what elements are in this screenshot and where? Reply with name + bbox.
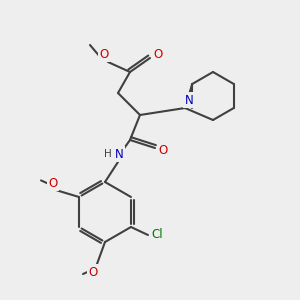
Text: H: H	[104, 149, 112, 159]
Text: O: O	[99, 47, 109, 61]
Text: N: N	[184, 94, 194, 106]
Text: N: N	[115, 148, 123, 160]
Text: O: O	[153, 47, 163, 61]
Text: O: O	[158, 143, 168, 157]
Text: O: O	[48, 177, 58, 190]
Text: O: O	[88, 266, 98, 278]
Text: Cl: Cl	[151, 227, 163, 241]
